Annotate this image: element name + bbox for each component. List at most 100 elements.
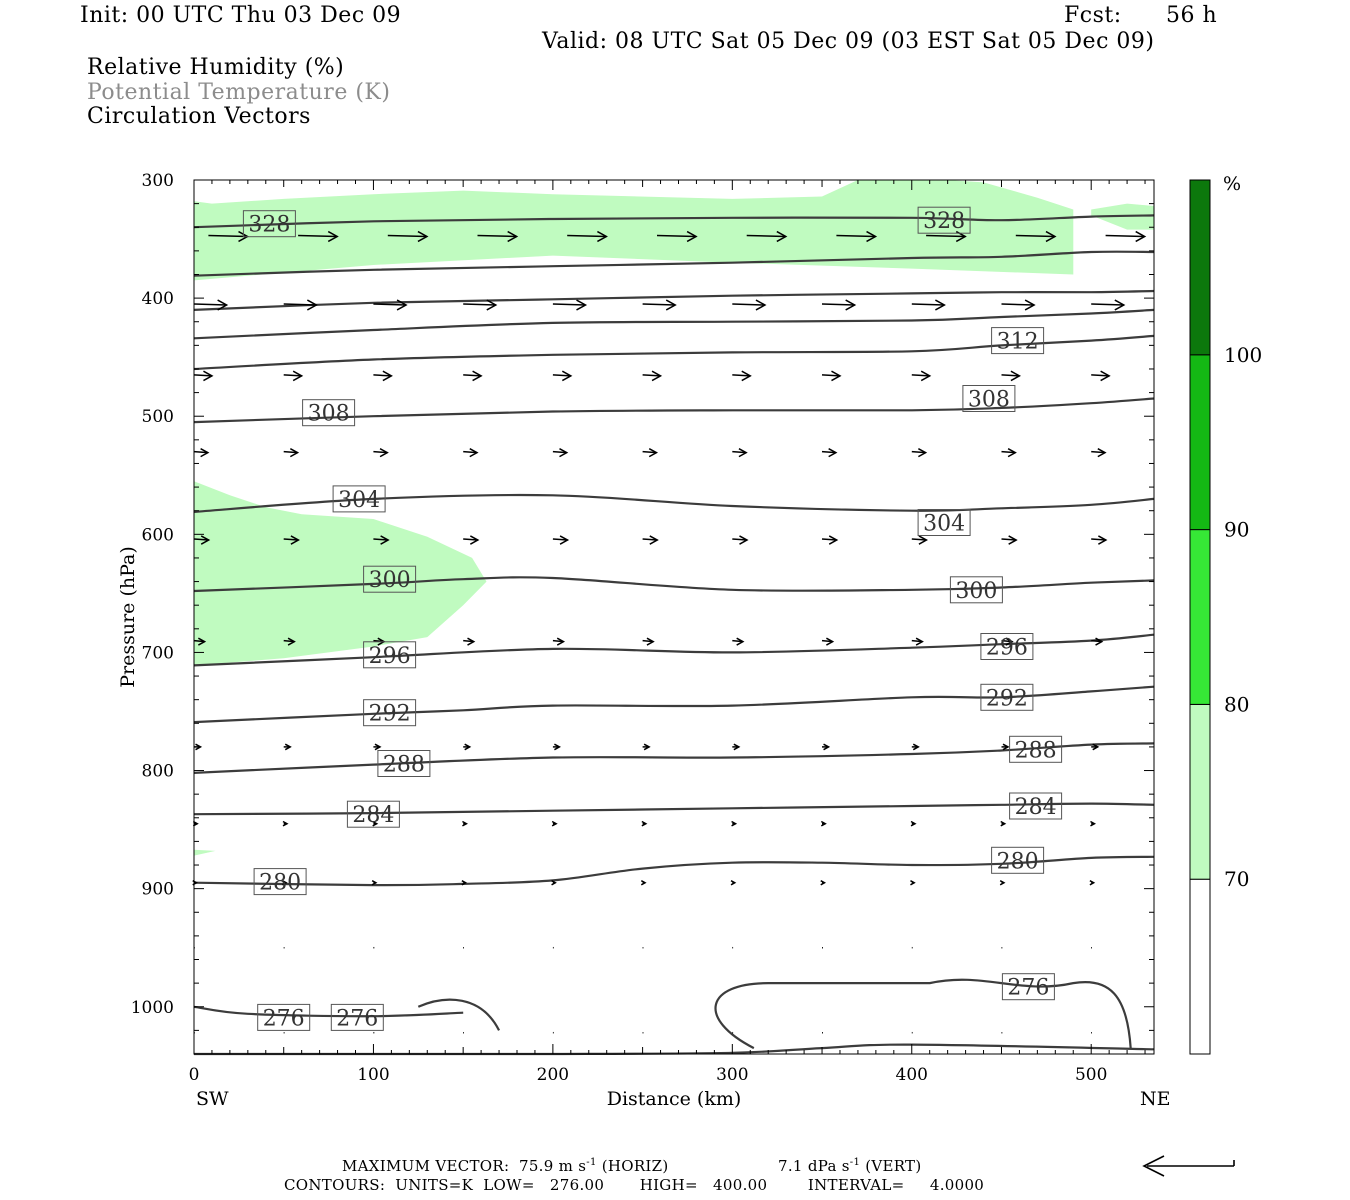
theta-label: 296 [363, 641, 417, 669]
circulation-vector [911, 538, 927, 541]
theta-label-text: 276 [263, 1006, 305, 1031]
circulation-vector [283, 450, 298, 454]
circulation-vector [821, 374, 841, 377]
y-tick-label: 1000 [131, 998, 174, 1018]
colorbar-label: 70 [1224, 867, 1249, 891]
circulation-vector [552, 538, 568, 541]
vector-arrowhead [776, 230, 788, 243]
theta-label-box [917, 509, 971, 536]
vector-arrowhead [741, 370, 752, 382]
vector-arrowhead [464, 743, 472, 751]
valid-time: Valid: 08 UTC Sat 05 Dec 09 (03 EST Sat … [542, 29, 1155, 54]
theta-label-text: 288 [383, 753, 425, 778]
theta-label-text: 280 [997, 849, 1039, 874]
theta-contour-284 [193, 802, 1155, 816]
y-axis-title: Pressure (hPa) [117, 546, 139, 688]
theta-label-text: 300 [955, 579, 997, 604]
vector-arrowhead [1010, 370, 1021, 382]
vector-arrowhead [918, 448, 928, 458]
theta-label-box [330, 1003, 384, 1031]
theta-label-text: 284 [1015, 795, 1057, 820]
vector-arrowhead [1045, 230, 1057, 243]
circulation-vector [1001, 450, 1016, 454]
theta-label-text: 304 [923, 512, 965, 537]
theta-label-box [363, 565, 417, 593]
vector-arrowhead [866, 230, 878, 243]
circulation-vector [746, 234, 786, 238]
vector-arrowhead [910, 820, 917, 827]
x-tick-label: 300 [716, 1065, 748, 1085]
vector-arrowhead [1135, 230, 1147, 243]
circulation-vector [1001, 303, 1035, 306]
circulation-vector [911, 450, 926, 454]
vector-arrowhead [651, 370, 663, 382]
theta-label: 288 [377, 750, 431, 778]
theta-label: 304 [332, 485, 386, 513]
vector-arrowhead [1007, 448, 1017, 458]
vector-arrowhead [665, 299, 677, 311]
vector-arrowhead [641, 820, 648, 827]
vector-arrowhead [282, 880, 288, 886]
vector-arrowhead [203, 370, 214, 382]
theta-label: 308 [962, 385, 1016, 413]
circulation-vector [373, 538, 389, 541]
vector-arrowhead [461, 880, 468, 886]
vector-arrowhead [755, 299, 767, 311]
circulation-vector [208, 234, 248, 238]
circulation-vector [1015, 234, 1056, 238]
circulation-vector [373, 374, 392, 377]
theta-contour-316 [193, 308, 1155, 340]
theta-label-box [363, 699, 417, 727]
x-end-label-ne: NE [1140, 1088, 1171, 1110]
forecast-hours: 56 h [1166, 3, 1218, 28]
circulation-vector [387, 234, 427, 238]
vector-arrowhead [730, 880, 737, 886]
vector-arrowhead [935, 299, 946, 311]
theta-contour-280 [193, 855, 1155, 887]
vector-arrowhead [918, 535, 928, 545]
vector-arrowhead [1024, 299, 1036, 311]
theta-label: 300 [363, 565, 417, 593]
vector-arrowhead [282, 820, 289, 827]
vector-arrowhead [287, 637, 296, 646]
vector-arrowhead [396, 299, 408, 311]
x-tick-label: 0 [189, 1065, 200, 1085]
theta-label: 280 [253, 868, 307, 896]
theta-label-text: 288 [1015, 738, 1057, 763]
vector-arrowhead [559, 535, 570, 545]
vector-arrowhead [467, 637, 476, 646]
vector-arrowhead [1005, 637, 1014, 646]
vector-arrowhead [646, 637, 655, 646]
vector-arrowhead [292, 370, 304, 382]
circulation-vector [373, 450, 388, 454]
vector-arrowhead [561, 370, 573, 382]
theta-contour-312 [193, 334, 1155, 371]
rh-colorbar: 70 80 90 100 [1189, 179, 1262, 1055]
rh-region [194, 481, 487, 666]
vector-arrowhead [559, 448, 569, 458]
vector-arrowhead [643, 743, 651, 751]
vector-arrowhead [915, 637, 924, 646]
vector-arrowhead [733, 743, 741, 751]
theta-label-box [962, 385, 1016, 412]
circulation-vector [373, 303, 407, 306]
circulation-vector [642, 303, 676, 306]
theta-label-box [991, 846, 1045, 874]
vector-arrowhead [1098, 535, 1108, 545]
theta-label: 312 [991, 327, 1045, 355]
y-tick-label: 500 [142, 407, 174, 427]
circulation-vector [463, 450, 478, 454]
y-tick-label: 600 [142, 525, 174, 545]
vector-arrowhead [551, 820, 558, 827]
circulation-vector-layer [192, 230, 1147, 1034]
vector-arrowhead [374, 743, 382, 751]
vector-arrowhead [920, 370, 932, 382]
theta-contour-308 [193, 397, 1155, 424]
circulation-vector [193, 303, 227, 306]
vector-arrowhead [469, 448, 479, 458]
vector-arrowhead [306, 299, 318, 311]
theta-label: 292 [980, 683, 1034, 711]
vector-arrowhead [327, 230, 339, 243]
vector-arrowhead [462, 820, 468, 827]
theta-contour-296 [193, 633, 1155, 667]
